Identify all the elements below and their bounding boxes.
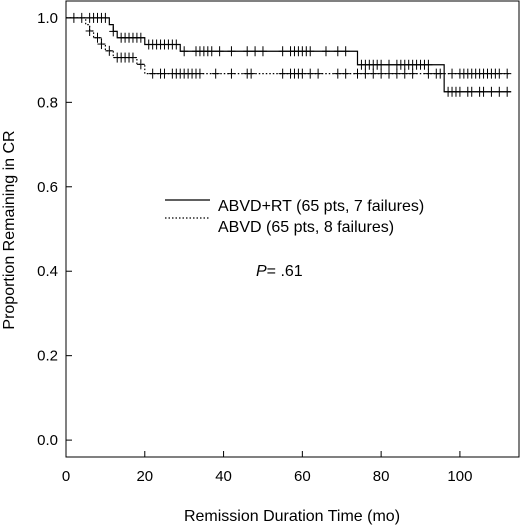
censor-mark-1-44 xyxy=(436,68,445,79)
censor-mark-0-66 xyxy=(479,86,488,97)
censor-mark-0-31 xyxy=(251,46,260,57)
censor-mark-1-8 xyxy=(128,52,137,63)
censor-mark-0-13 xyxy=(136,32,145,43)
censor-mark-1-57 xyxy=(503,68,512,79)
censor-mark-0-49 xyxy=(385,59,394,70)
censor-mark-1-30 xyxy=(306,68,315,79)
censor-mark-0-7 xyxy=(109,26,118,37)
y-tick-label-0: 0.0 xyxy=(37,432,58,449)
x-axis-label: Remission Duration Time (mo) xyxy=(184,508,400,525)
censor-mark-1-39 xyxy=(392,68,401,79)
censor-mark-1-42 xyxy=(424,68,433,79)
censor-mark-1-56 xyxy=(495,68,504,79)
censor-mark-1-24 xyxy=(247,68,256,79)
censor-mark-0-64 xyxy=(467,86,476,97)
legend: ABVD+RT (65 pts, 7 failures) ABVD (65 pt… xyxy=(165,198,424,236)
censor-mark-1-12 xyxy=(160,68,169,79)
plot-frame xyxy=(65,0,520,458)
censor-mark-1-21 xyxy=(211,68,220,79)
censor-mark-0-30 xyxy=(243,46,252,57)
censor-mark-0-32 xyxy=(258,46,267,57)
censor-mark-1-36 xyxy=(369,68,378,79)
censor-mark-0-39 xyxy=(306,46,315,57)
x-tick-label-100: 100 xyxy=(447,468,472,485)
x-tick-label-20: 20 xyxy=(136,468,153,485)
censor-mark-1-10 xyxy=(148,68,157,79)
censor-mark-1-38 xyxy=(385,68,394,79)
censor-mark-1-41 xyxy=(408,68,417,79)
censor-mark-1-3 xyxy=(105,45,114,56)
censor-mark-1-0 xyxy=(85,25,94,36)
censor-mark-0-48 xyxy=(377,59,386,70)
y-tick-label-2: 0.4 xyxy=(37,263,58,280)
censor-mark-1-22 xyxy=(227,68,236,79)
censor-mark-1-33 xyxy=(341,68,350,79)
censor-mark-0-58 xyxy=(424,59,433,70)
p-value-annotation: P= .61 xyxy=(256,263,303,280)
censor-mark-0-41 xyxy=(333,46,342,57)
p-symbol: P xyxy=(256,263,267,280)
censor-mark-0-21 xyxy=(172,39,181,50)
censor-mark-1-34 xyxy=(353,68,362,79)
censor-mark-1-20 xyxy=(195,68,204,79)
x-tick-label-80: 80 xyxy=(373,468,390,485)
censor-mark-1-9 xyxy=(136,59,145,70)
y-axis-ticks: 0.0 0.2 0.4 0.6 0.8 1.0 xyxy=(37,10,72,449)
y-tick-label-4: 0.8 xyxy=(37,94,58,111)
x-tick-label-60: 60 xyxy=(294,468,311,485)
legend-label-abvd-rt: ABVD+RT (65 pts, 7 failures) xyxy=(218,198,424,215)
y-tick-label-1: 0.2 xyxy=(37,348,58,365)
censor-mark-1-31 xyxy=(314,68,323,79)
censor-mark-0-69 xyxy=(503,86,512,97)
x-tick-label-0: 0 xyxy=(62,468,70,485)
legend-label-abvd: ABVD (65 pts, 8 failures) xyxy=(218,219,394,236)
censor-mark-0-29 xyxy=(227,46,236,57)
censor-mark-0-62 xyxy=(455,86,464,97)
censor-mark-0-68 xyxy=(495,86,504,97)
censor-mark-0-6 xyxy=(101,12,110,23)
censor-mark-0-27 xyxy=(207,46,216,57)
censor-mark-1-37 xyxy=(377,68,386,79)
y-tick-label-3: 0.6 xyxy=(37,179,58,196)
censor-mark-0-33 xyxy=(278,46,287,57)
censor-mark-1-32 xyxy=(333,68,342,79)
censor-mark-1-1 xyxy=(93,32,102,43)
survival-curves xyxy=(66,12,512,97)
x-axis-ticks: 0 20 40 60 80 100 xyxy=(62,451,472,485)
y-axis-label: Proportion Remaining in CR xyxy=(1,130,18,329)
y-tick-label-5: 1.0 xyxy=(37,10,58,27)
censor-mark-0-28 xyxy=(215,46,224,57)
censor-mark-1-2 xyxy=(97,39,106,50)
censor-mark-1-45 xyxy=(448,68,457,79)
censor-mark-1-40 xyxy=(400,68,409,79)
censor-mark-0-22 xyxy=(180,46,189,57)
censor-mark-1-25 xyxy=(278,68,287,79)
censor-mark-0-67 xyxy=(487,86,496,97)
p-value: = .61 xyxy=(267,263,303,280)
censor-mark-0-42 xyxy=(341,46,350,57)
censor-mark-1-35 xyxy=(361,68,370,79)
censor-mark-0-40 xyxy=(321,46,330,57)
censor-mark-1-29 xyxy=(298,68,307,79)
x-tick-label-40: 40 xyxy=(215,468,232,485)
